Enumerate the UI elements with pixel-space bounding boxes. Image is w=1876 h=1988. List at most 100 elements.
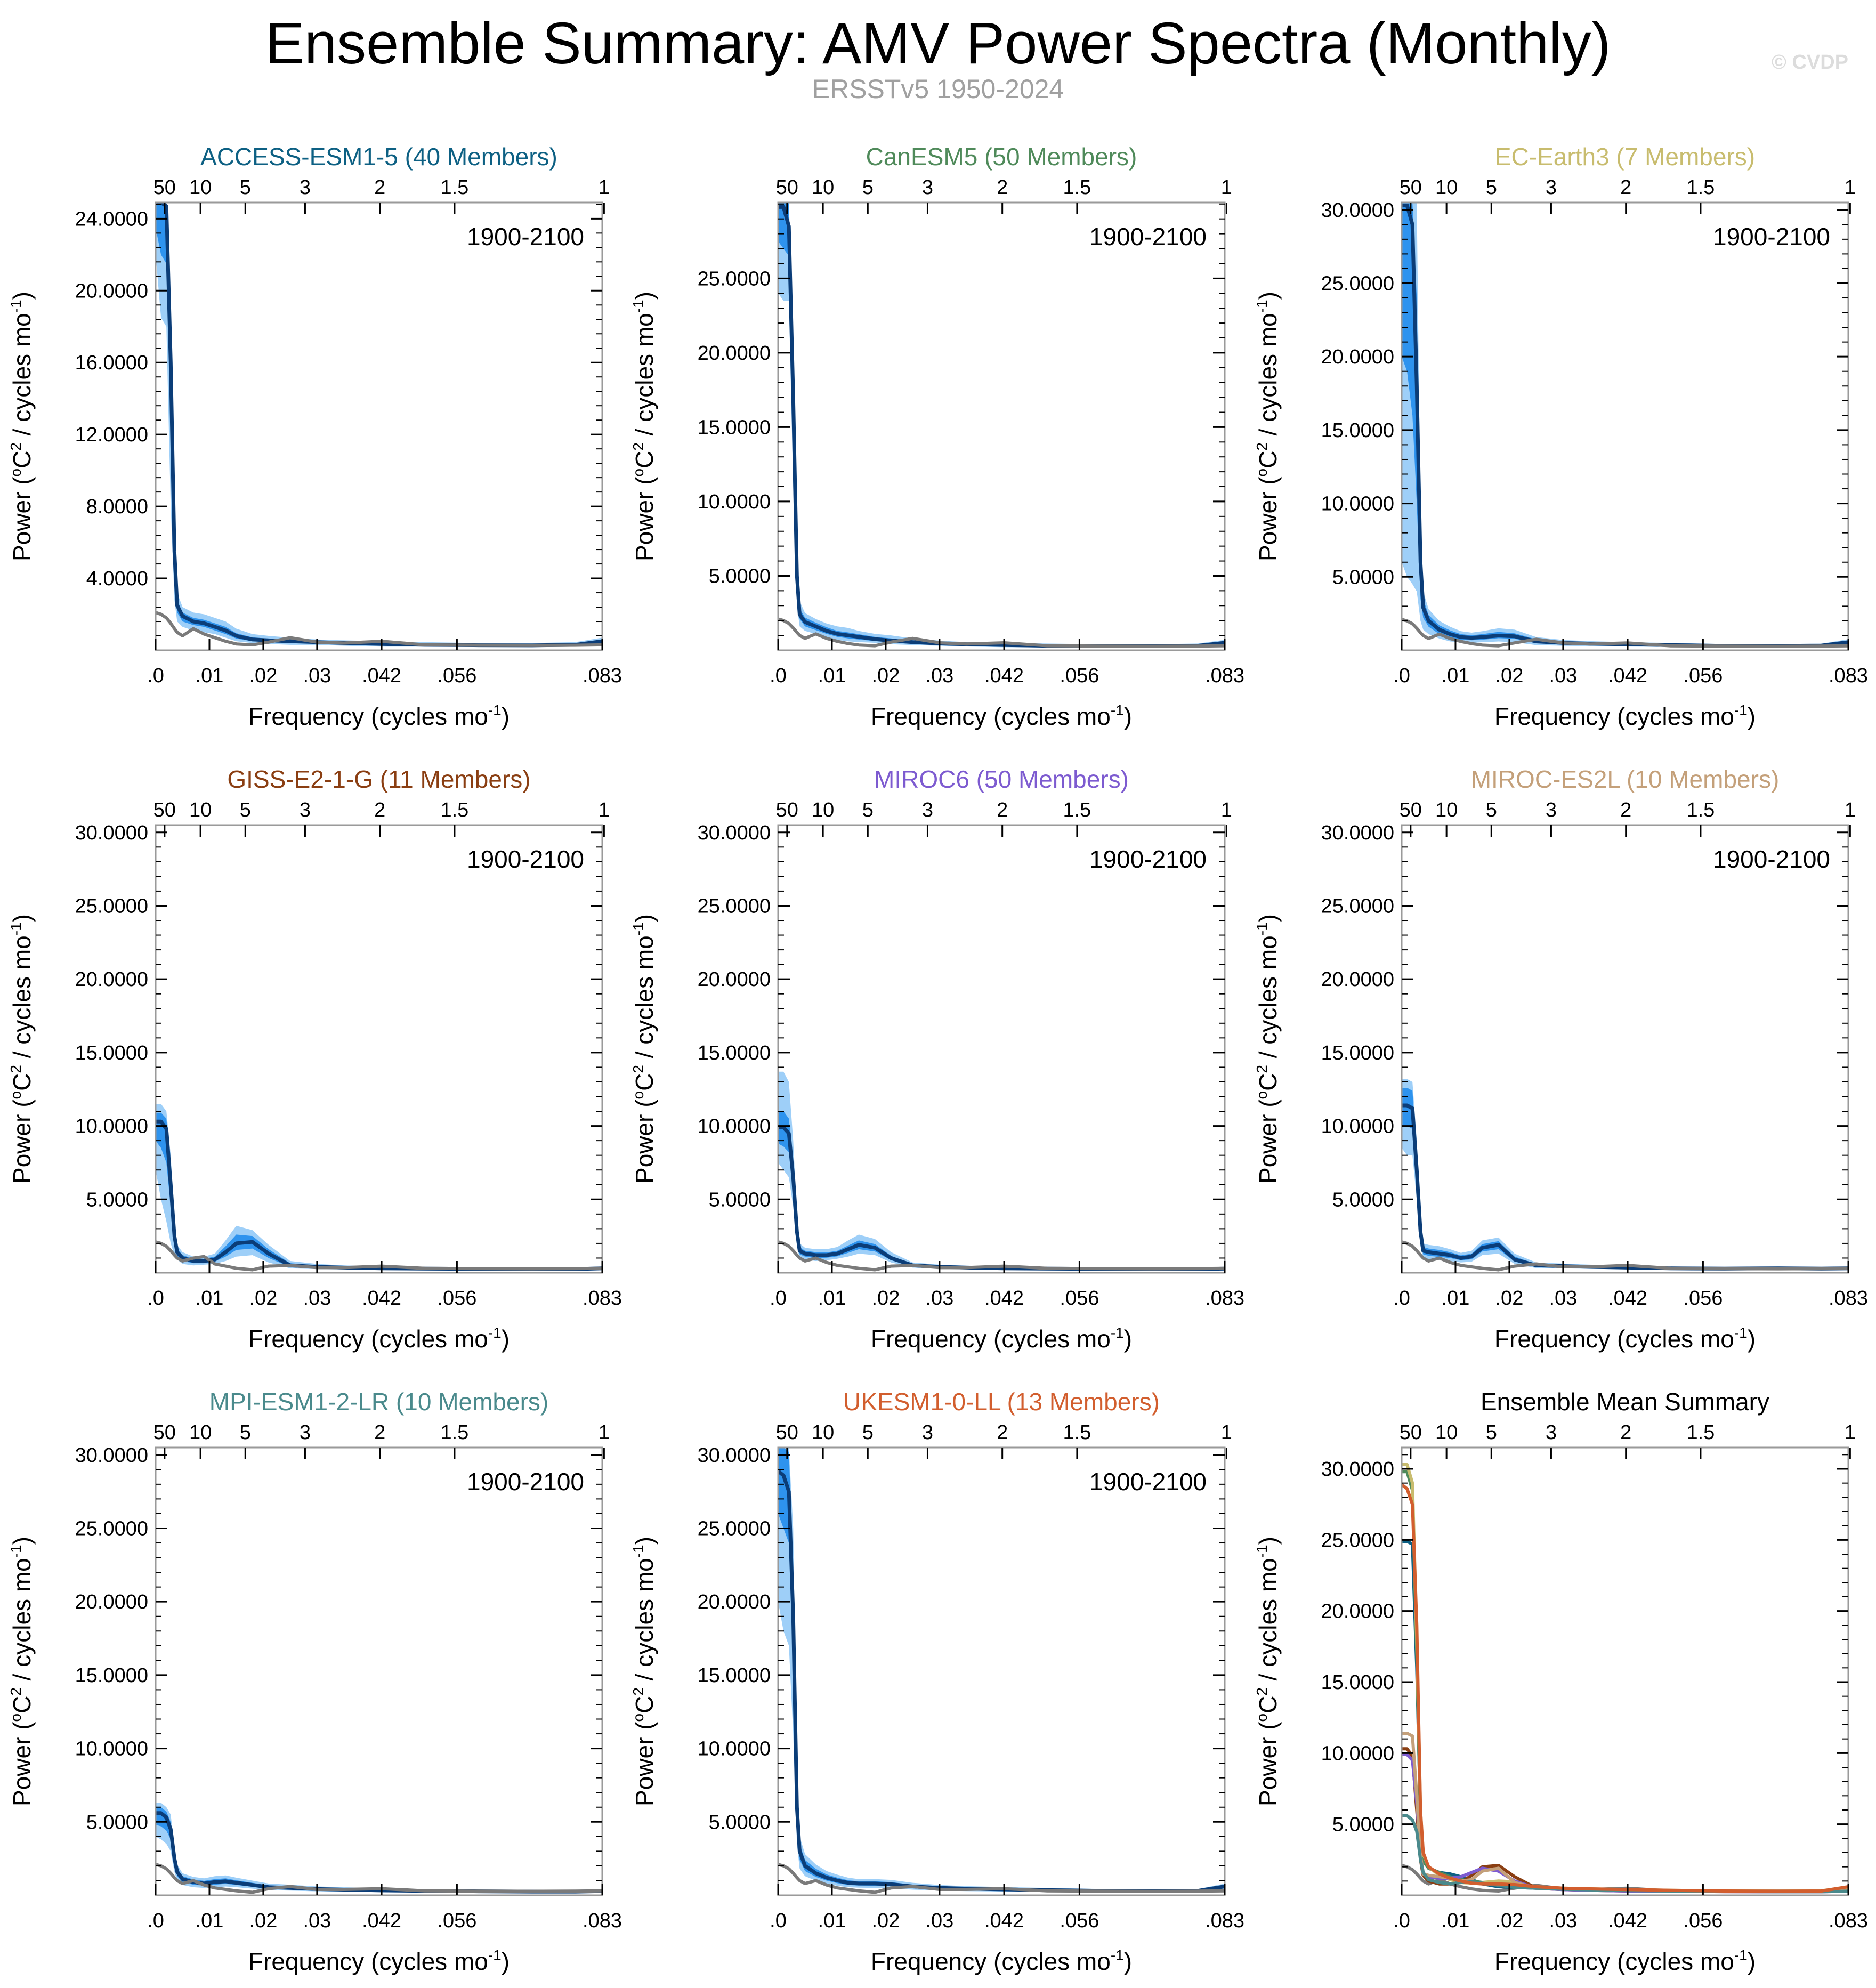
x-tick-label: .02 bbox=[872, 1910, 900, 1932]
plot-area bbox=[1402, 203, 1848, 648]
x-tick-label: .01 bbox=[196, 1287, 224, 1310]
period-tick-label: 10 bbox=[812, 176, 834, 199]
y-tick-label: 30.0000 bbox=[698, 822, 771, 844]
y-tick-label: 30.0000 bbox=[1321, 199, 1394, 222]
period-tick-label: 3 bbox=[922, 1421, 933, 1444]
period-tick-label: 50 bbox=[1400, 799, 1422, 821]
y-axis-label: Power (oC2 / cycles mo-1) bbox=[1254, 292, 1282, 561]
x-tick-label: .03 bbox=[303, 1910, 331, 1932]
x-tick-label: .056 bbox=[437, 1287, 476, 1310]
x-tick-label: .056 bbox=[1060, 1910, 1099, 1932]
y-tick-label: 20.0000 bbox=[698, 968, 771, 991]
series-line bbox=[778, 205, 1225, 648]
panel-title: UKESM1-0-LL (13 Members) bbox=[843, 1388, 1160, 1416]
x-tick-label: .056 bbox=[1683, 1910, 1723, 1932]
x-tick-label: .03 bbox=[303, 665, 331, 687]
y-tick-label: 24.0000 bbox=[75, 208, 148, 230]
period-tick-label: 1 bbox=[599, 1421, 610, 1444]
period-tick-label: 50 bbox=[153, 176, 176, 199]
y-axis-label: Power (oC2 / cycles mo-1) bbox=[7, 292, 36, 561]
period-tick-label: 2 bbox=[374, 176, 385, 199]
plot-area bbox=[156, 1803, 602, 1894]
series-line bbox=[778, 1863, 1225, 1894]
spread-band bbox=[156, 203, 602, 646]
spread-band bbox=[778, 1071, 1225, 1270]
y-tick-label: 15.0000 bbox=[1321, 419, 1394, 442]
period-tick-label: 3 bbox=[300, 1421, 311, 1444]
x-tick-label: .083 bbox=[1829, 1910, 1868, 1932]
period-tick-label: 1.5 bbox=[1063, 176, 1091, 199]
x-tick-label: .02 bbox=[1495, 1287, 1524, 1310]
x-axis-label: Frequency (cycles mo-1) bbox=[1494, 1324, 1756, 1353]
x-tick-label: .0 bbox=[1393, 1287, 1410, 1310]
spectrum-panel-4: 5.0000 10.0000 15.0000 20.0000 25.0000 30.000… bbox=[7, 765, 622, 1353]
period-tick-label: 2 bbox=[1620, 799, 1631, 821]
x-tick-label: .02 bbox=[249, 1910, 278, 1932]
plot-frame bbox=[777, 824, 1226, 1274]
period-tick-label: 1 bbox=[599, 176, 610, 199]
panel-title: EC-Earth3 (7 Members) bbox=[1495, 143, 1755, 171]
y-tick-label: 20.0000 bbox=[75, 1591, 148, 1613]
panel-title: CanESM5 (50 Members) bbox=[866, 143, 1137, 171]
y-tick-label: 10.0000 bbox=[75, 1116, 148, 1138]
period-tick-label: 10 bbox=[812, 1421, 834, 1444]
y-tick-label: 25.0000 bbox=[1321, 272, 1394, 295]
x-tick-label: .0 bbox=[147, 1287, 164, 1310]
period-tick-label: 1.5 bbox=[1686, 799, 1715, 821]
x-tick-label: .0 bbox=[1393, 1910, 1410, 1932]
period-tick-label: 10 bbox=[189, 1421, 212, 1444]
spectrum-panel-5: 5.0000 10.0000 15.0000 20.0000 25.0000 30.000… bbox=[630, 765, 1244, 1353]
period-tick-label: 5 bbox=[1486, 1421, 1497, 1444]
y-tick-label: 5.0000 bbox=[86, 1811, 148, 1833]
period-tick-label: 1 bbox=[599, 799, 610, 821]
figure-subtitle: ERSSTv5 1950-2024 bbox=[812, 74, 1064, 104]
panel-title: MIROC-ES2L (10 Members) bbox=[1471, 765, 1780, 793]
y-tick-label: 8.0000 bbox=[86, 496, 148, 518]
y-tick-label: 30.0000 bbox=[698, 1444, 771, 1467]
y-tick-label: 25.0000 bbox=[75, 1517, 148, 1540]
x-axis-label: Frequency (cycles mo-1) bbox=[248, 702, 510, 730]
x-tick-label: .056 bbox=[437, 1910, 476, 1932]
x-tick-label: .03 bbox=[1549, 1287, 1577, 1310]
period-tick-label: 3 bbox=[922, 799, 933, 821]
series-line bbox=[156, 1863, 602, 1894]
y-tick-label: 25.0000 bbox=[1321, 895, 1394, 917]
y-tick-label: 10.0000 bbox=[698, 491, 771, 513]
period-label: 1900-2100 bbox=[1089, 845, 1207, 873]
x-tick-label: .083 bbox=[583, 1910, 622, 1932]
series-line bbox=[1402, 1470, 1848, 1893]
y-tick-label: 10.0000 bbox=[698, 1738, 771, 1760]
spectrum-panel-8: 5.0000 10.0000 15.0000 20.0000 25.0000 30.000… bbox=[630, 1388, 1244, 1975]
y-axis-label: Power (oC2 / cycles mo-1) bbox=[630, 1537, 658, 1806]
x-tick-label: .03 bbox=[303, 1287, 331, 1310]
x-tick-label: .056 bbox=[1060, 1287, 1099, 1310]
y-tick-label: 20.0000 bbox=[698, 342, 771, 365]
y-tick-label: 20.0000 bbox=[1321, 968, 1394, 991]
plot-area bbox=[1402, 1079, 1848, 1272]
y-tick-label: 25.0000 bbox=[1321, 1529, 1394, 1551]
period-tick-label: 1 bbox=[1845, 176, 1856, 199]
period-tick-label: 5 bbox=[240, 1421, 251, 1444]
x-tick-label: .083 bbox=[583, 1287, 622, 1310]
x-tick-label: .02 bbox=[1495, 1910, 1524, 1932]
x-tick-label: .01 bbox=[196, 665, 224, 687]
period-label: 1900-2100 bbox=[467, 845, 584, 873]
panel-title: GISS-E2-1-G (11 Members) bbox=[227, 765, 530, 793]
x-tick-label: .042 bbox=[1608, 1287, 1647, 1310]
plot-frame bbox=[777, 201, 1226, 651]
x-axis-label: Frequency (cycles mo-1) bbox=[248, 1947, 510, 1975]
x-tick-label: .03 bbox=[1549, 665, 1577, 687]
period-label: 1900-2100 bbox=[1713, 845, 1830, 873]
x-tick-label: .042 bbox=[984, 1910, 1024, 1932]
spectrum-panel-2: 5.0000 10.0000 15.0000 20.0000 25.0000 .0 .01.… bbox=[630, 143, 1244, 730]
period-tick-label: 2 bbox=[997, 799, 1008, 821]
period-tick-label: 10 bbox=[1435, 1421, 1458, 1444]
period-tick-label: 5 bbox=[862, 176, 874, 199]
spread-band bbox=[1402, 203, 1848, 648]
x-tick-label: .042 bbox=[1608, 1910, 1647, 1932]
x-tick-label: .056 bbox=[1683, 1287, 1723, 1310]
x-tick-label: .056 bbox=[1683, 665, 1723, 687]
series-line bbox=[1402, 1463, 1848, 1893]
y-tick-label: 15.0000 bbox=[698, 1042, 771, 1064]
x-tick-label: .03 bbox=[1549, 1910, 1577, 1932]
